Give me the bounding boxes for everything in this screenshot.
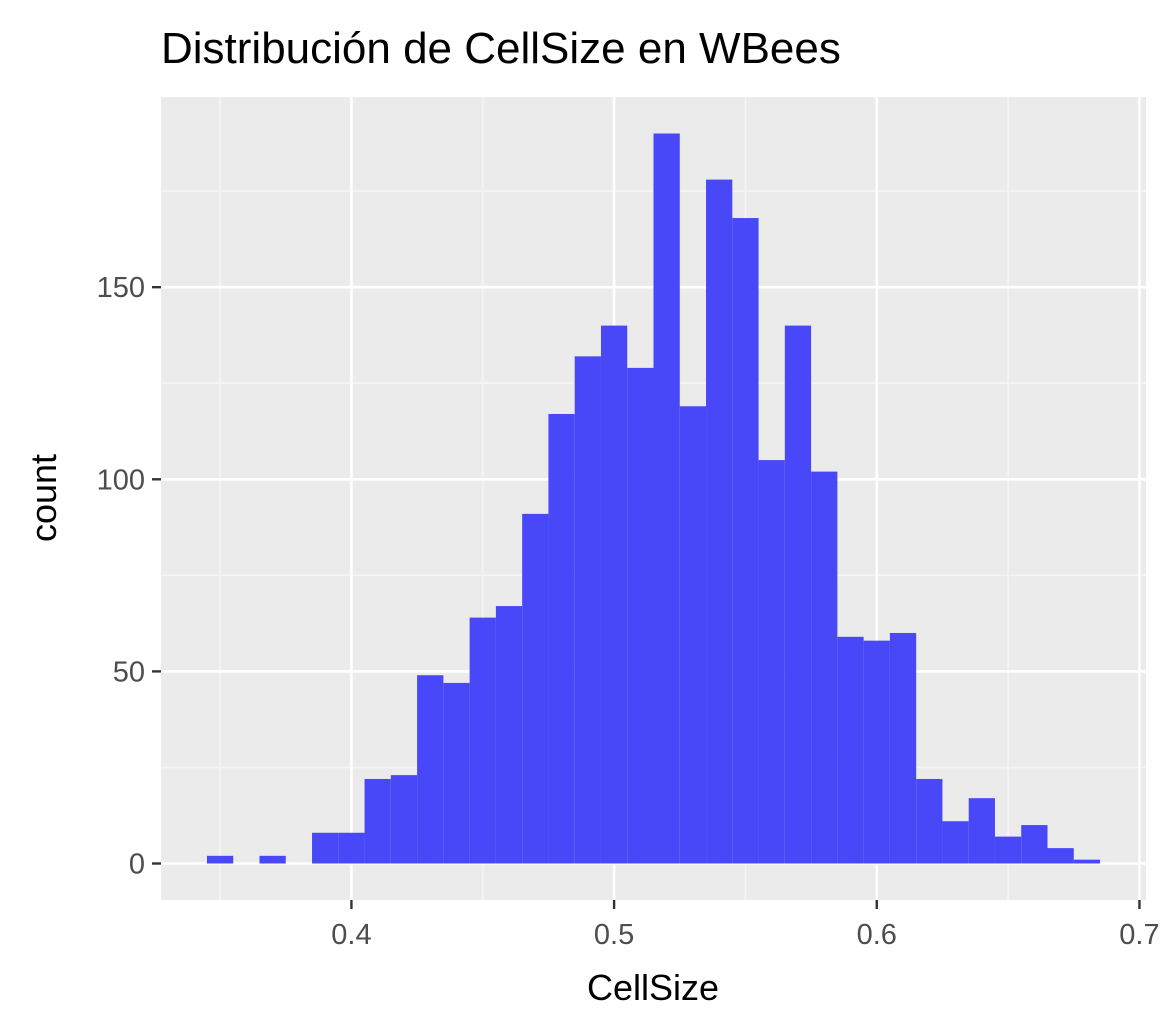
histogram-bar [259, 855, 286, 864]
histogram-bar [338, 832, 365, 864]
histogram-bar [1047, 848, 1074, 864]
histogram-bar [417, 675, 444, 864]
histogram-bar [784, 325, 812, 864]
histogram-bar [495, 606, 523, 864]
histogram-bar [679, 406, 707, 864]
histogram-bars [206, 133, 1101, 864]
histogram-bar [443, 682, 470, 864]
histogram-bar [732, 218, 759, 864]
histogram-bar [811, 471, 838, 864]
histogram-bar [600, 325, 628, 864]
histogram-bar [206, 855, 234, 864]
histogram-bar [706, 179, 733, 864]
chart-title: Distribución de CellSize en WBees [161, 24, 841, 73]
y-tick-label: 150 [97, 272, 145, 304]
histogram-bar [968, 798, 995, 864]
x-tick-label: 0.4 [331, 919, 371, 951]
y-axis-title: count [23, 454, 64, 542]
histogram-bar [390, 775, 418, 864]
histogram-bar [312, 832, 339, 864]
y-tick-label: 50 [113, 656, 145, 688]
y-tick-label: 100 [97, 464, 145, 496]
histogram-bar [942, 821, 969, 864]
histogram-bar [548, 413, 575, 864]
histogram-bar [758, 460, 785, 864]
histogram-bar [574, 356, 601, 864]
histogram-bar [1073, 859, 1101, 864]
histogram-bar [627, 367, 654, 864]
x-tick-label: 0.5 [594, 919, 634, 951]
histogram-bar [653, 133, 680, 864]
histogram-bar [863, 640, 890, 864]
y-axis: 0 50 100 150 [97, 272, 161, 881]
x-tick-label: 0.7 [1119, 919, 1159, 951]
histogram-bar [889, 632, 917, 864]
x-axis-title: CellSize [587, 967, 719, 1008]
histogram-bar [469, 617, 496, 864]
x-axis: 0.4 0.5 0.6 0.7 [331, 900, 1160, 951]
x-tick-label: 0.6 [857, 919, 897, 951]
histogram-bar [1021, 825, 1048, 864]
histogram-bar [522, 513, 549, 864]
histogram-bar [364, 778, 391, 864]
histogram-bar [916, 778, 943, 864]
y-tick-label: 0 [129, 849, 145, 881]
histogram-bar [837, 636, 864, 864]
histogram-bar [994, 836, 1022, 864]
